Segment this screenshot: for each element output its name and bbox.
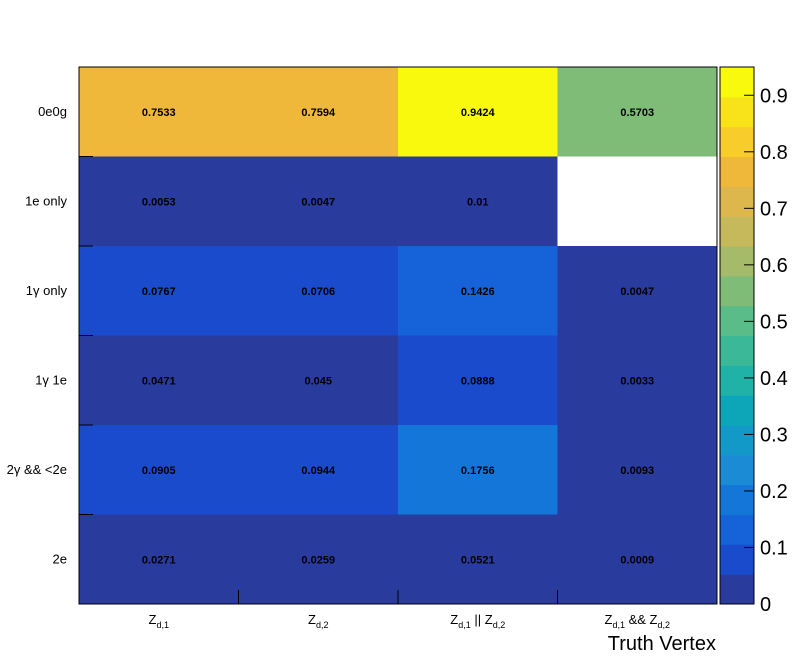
- heatmap-cell: [79, 156, 239, 247]
- heatmap-cell: [238, 425, 399, 515]
- y-tick-label: 2γ && <2e: [7, 462, 67, 477]
- y-tick-label: 1e only: [25, 193, 67, 208]
- color-scale-ticks: 0 0.1 0.2 0.3 0.4 0.5 0.6 0.7 0.8 0.9: [744, 85, 788, 616]
- color-scale-tick-label: 0.7: [760, 198, 788, 220]
- cell-value-labels: 0.7533 0.7594 0.9424 0.5703 0.0053 0.0047 0.01…: [142, 107, 654, 567]
- color-scale-tick-label: 0.8: [760, 142, 788, 164]
- cell-value-label: 0.0271: [142, 554, 176, 566]
- heatmap-cell: [557, 514, 718, 605]
- cell-value-label: 0.0259: [301, 554, 335, 566]
- color-scale-tick-label: 0.1: [760, 537, 788, 559]
- color-scale: [719, 66, 755, 605]
- cell-value-label: 0.0047: [620, 286, 654, 298]
- color-scale-segment: [720, 425, 754, 456]
- heatmap-cell: [398, 514, 558, 605]
- axis-ticks: [79, 66, 558, 604]
- y-tick-label: 2e: [53, 551, 67, 566]
- heatmap-cell: [238, 67, 399, 157]
- x-axis-labels: Zd,1 Zd,2 Zd,1 || Zd,2 Zd,1 && Zd,2: [149, 612, 670, 630]
- heatmap-cell: [79, 514, 239, 605]
- color-scale-segment: [720, 574, 754, 605]
- color-scale-segment: [720, 67, 754, 98]
- heatmap-cell: [79, 335, 239, 426]
- cell-value-label: 0.1756: [461, 465, 495, 477]
- cell-value-label: 0.5703: [620, 107, 654, 119]
- heatmap-cell: [238, 156, 399, 247]
- heatmap-cell: [557, 246, 718, 336]
- cell-value-label: 0.0706: [301, 286, 335, 298]
- heatmap-cell: [79, 67, 239, 157]
- color-scale-segment: [720, 156, 754, 187]
- color-scale-segment: [720, 216, 754, 247]
- cell-value-label: 0.9424: [461, 107, 496, 119]
- heatmap-cell: [398, 425, 558, 515]
- cell-value-label: 0.7533: [142, 107, 176, 119]
- color-scale-segment: [720, 275, 754, 307]
- heatmap-cell: [557, 425, 718, 515]
- cell-value-label: 0.01: [467, 196, 488, 208]
- heatmap-cell: [398, 335, 558, 426]
- y-tick-label: 1γ 1e: [35, 372, 67, 387]
- color-scale-tick-label: 0.9: [760, 85, 788, 107]
- color-scale-tick-label: 0.5: [760, 311, 788, 333]
- heatmap-cell: [557, 67, 718, 157]
- heatmap-cell: [79, 425, 239, 515]
- x-tick-label: Zd,2: [308, 612, 328, 630]
- color-scale-frame: [719, 66, 755, 605]
- cell-value-label: 0.0047: [301, 196, 335, 208]
- color-scale-segment: [720, 484, 754, 515]
- color-scale-tick-label: 0.3: [760, 424, 788, 446]
- cell-value-label: 0.0888: [461, 375, 495, 387]
- color-scale-tick-label: 0: [760, 594, 771, 616]
- y-tick-label: 1γ only: [26, 283, 68, 298]
- heatmap-cell: [398, 156, 558, 247]
- heatmap-cell: [79, 246, 239, 336]
- cell-value-label: 0.0944: [301, 465, 336, 477]
- cell-value-label: 0.0767: [142, 286, 176, 298]
- cell-value-label: 0.0471: [142, 375, 176, 387]
- heatmap-cell: [557, 156, 718, 247]
- x-tick-label: Zd,1: [149, 612, 169, 630]
- color-scale-segment: [720, 365, 754, 396]
- heatmap-cell: [398, 246, 558, 336]
- color-scale-segment: [720, 335, 754, 366]
- color-scale-segment: [720, 126, 754, 157]
- heatmap-cell: [238, 514, 399, 605]
- color-scale-segment: [720, 305, 754, 336]
- color-scale-tick-label: 0.2: [760, 481, 788, 503]
- heatmap-cell: [557, 335, 718, 426]
- cell-value-label: 0.0521: [461, 554, 495, 566]
- heatmap-cell: [238, 335, 399, 426]
- heatmap-cell: [398, 67, 558, 157]
- color-scale-segment: [720, 395, 754, 426]
- cell-value-label: 0.0905: [142, 465, 176, 477]
- x-tick-label: Zd,1 || Zd,2: [450, 612, 505, 630]
- cell-value-label: 0.7594: [301, 107, 336, 119]
- cell-value-label: 0.0033: [620, 375, 654, 387]
- cell-value-label: 0.045: [304, 375, 332, 387]
- heatmap-cells: [79, 67, 718, 605]
- heatmap-cell: [238, 246, 399, 336]
- color-scale-segment: [720, 544, 754, 575]
- color-scale-segment: [720, 246, 754, 277]
- color-scale-segment: [720, 186, 754, 217]
- y-axis-labels: 0e0g 1e only 1γ only 1γ 1e 2γ && <2e 2e: [7, 104, 68, 567]
- x-axis-title: Truth Vertex: [608, 633, 716, 655]
- color-scale-tick-label: 0.6: [760, 255, 788, 277]
- color-scale-segment: [720, 514, 754, 545]
- cell-value-label: 0.0093: [620, 465, 654, 477]
- x-tick-label: Zd,1 && Zd,2: [605, 612, 671, 630]
- color-scale-segment: [720, 454, 754, 486]
- y-tick-label: 0e0g: [38, 104, 67, 119]
- cell-value-label: 0.1426: [461, 286, 495, 298]
- cell-value-label: 0.0009: [620, 554, 654, 566]
- color-scale-segment: [720, 96, 754, 128]
- color-scale-tick-label: 0.4: [760, 368, 788, 390]
- cell-value-label: 0.0053: [142, 196, 176, 208]
